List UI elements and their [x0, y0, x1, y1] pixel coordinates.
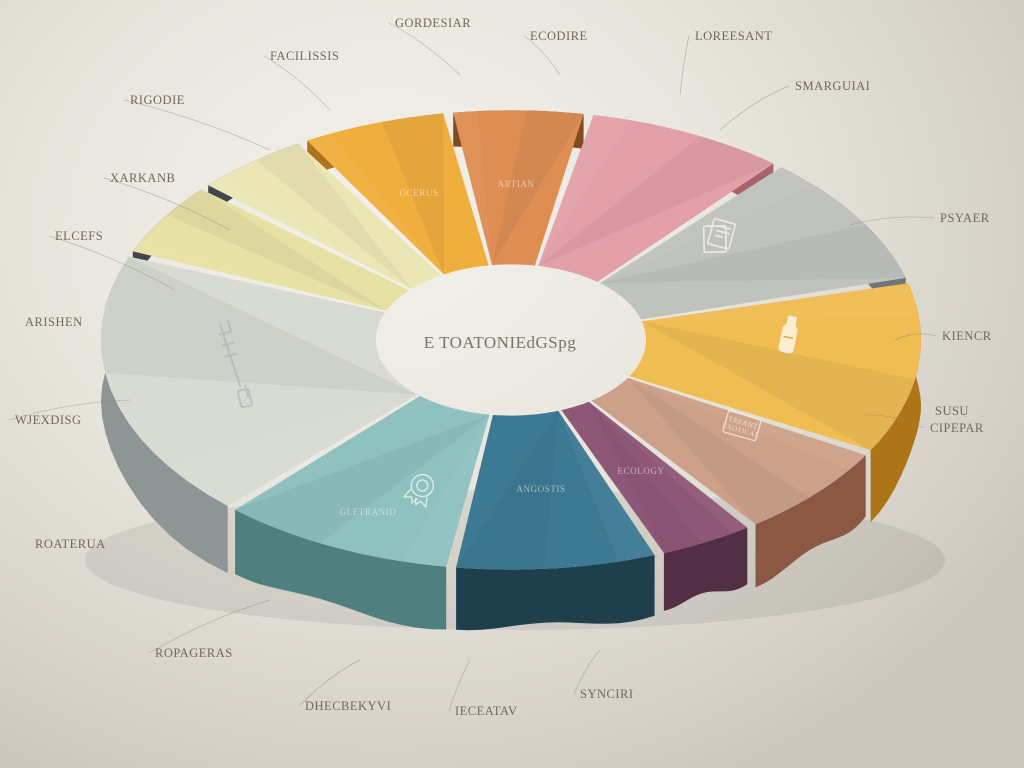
svg-text:ECODIRE: ECODIRE — [530, 29, 588, 43]
svg-text:SMARGUIAI: SMARGUIAI — [795, 79, 870, 93]
svg-text:SUSU: SUSU — [935, 404, 969, 418]
svg-text:RIGODIE: RIGODIE — [130, 93, 185, 107]
svg-text:SYNCIRI: SYNCIRI — [580, 687, 634, 701]
svg-text:PSYAER: PSYAER — [940, 211, 990, 225]
svg-text:XARKANB: XARKANB — [110, 171, 175, 185]
svg-text:E TOATONIEdGSpg: E TOATONIEdGSpg — [424, 333, 576, 352]
svg-text:ROPAGERAS: ROPAGERAS — [155, 646, 233, 660]
svg-text:LOREESANT: LOREESANT — [695, 29, 772, 43]
svg-text:FACILISSIS: FACILISSIS — [270, 49, 339, 63]
svg-text:GLETRANID: GLETRANID — [340, 507, 397, 517]
svg-text:IECEATAV: IECEATAV — [455, 704, 518, 718]
svg-text:KIENCR: KIENCR — [942, 329, 992, 343]
svg-text:ROATERUA: ROATERUA — [35, 537, 106, 551]
svg-text:ANGOSTIS: ANGOSTIS — [516, 484, 565, 494]
svg-text:ECOLOGY: ECOLOGY — [617, 466, 664, 476]
svg-text:OCERUS: OCERUS — [399, 188, 438, 198]
svg-text:ARISHEN: ARISHEN — [25, 315, 83, 329]
svg-text:GORDESIAR: GORDESIAR — [395, 16, 471, 30]
svg-text:ARTIAN: ARTIAN — [497, 179, 534, 189]
svg-text:WJEXDISG: WJEXDISG — [15, 413, 82, 427]
svg-text:ELCEFS: ELCEFS — [55, 229, 103, 243]
svg-text:DHECBEKYVI: DHECBEKYVI — [305, 699, 391, 713]
svg-text:CIPEPAR: CIPEPAR — [930, 421, 984, 435]
